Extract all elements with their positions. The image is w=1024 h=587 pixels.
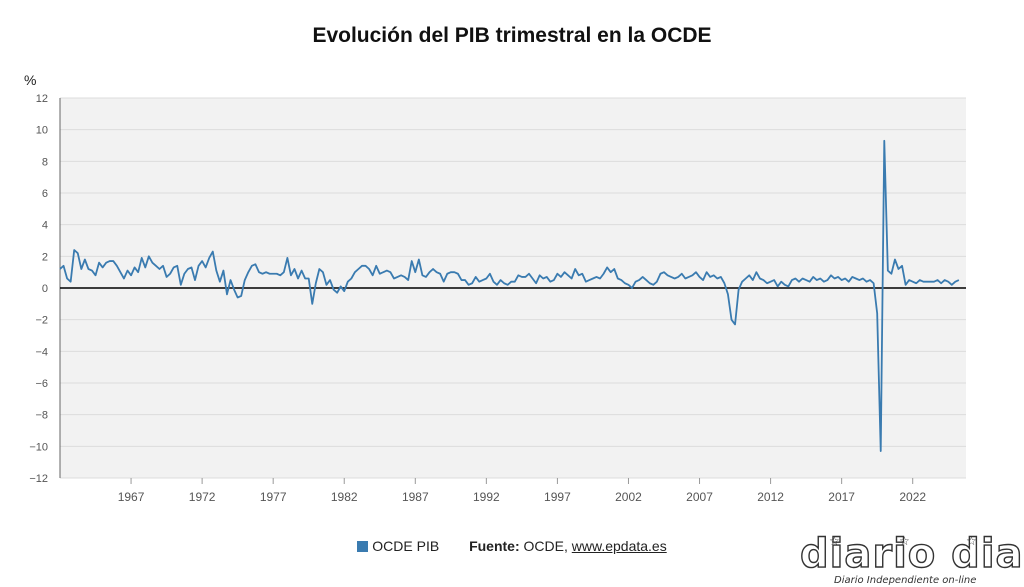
logo-tagline: Diario Independiente on-line: [834, 575, 976, 586]
source-text: OCDE,: [523, 538, 568, 554]
source-label: Fuente:: [469, 538, 520, 554]
y-tick-label: 12: [36, 93, 48, 105]
x-tick-label: 1992: [473, 490, 500, 504]
diario-dia-logo: diario dia ☆ ☆ ☆ Diario Independiente on…: [799, 530, 1024, 586]
x-tick-label: 1982: [331, 490, 358, 504]
series-line-ocde-pib: [59, 139, 960, 452]
logo-star-icon: ☆: [966, 534, 977, 548]
y-tick-label: −10: [29, 441, 48, 453]
x-tick-label: 1987: [402, 490, 429, 504]
y-tick-label: 4: [42, 220, 48, 232]
legend: OCDE PIB Fuente: OCDE, www.epdata.es: [0, 538, 1024, 554]
y-tick-label: −2: [35, 315, 48, 327]
x-tick-label: 2022: [899, 490, 926, 504]
x-tick-label: 2002: [615, 490, 642, 504]
source-link[interactable]: www.epdata.es: [571, 538, 667, 554]
x-tick-label: 2012: [757, 490, 784, 504]
legend-swatch: [357, 541, 369, 552]
series-group: [59, 139, 960, 452]
logo-star-icon: ☆: [899, 534, 910, 548]
y-tick-label: 10: [36, 125, 48, 137]
x-tick-label: 1972: [189, 490, 216, 504]
y-tick-label: −12: [29, 473, 48, 485]
logo-wordmark: diario dia: [800, 531, 1024, 577]
y-tick-label: 0: [42, 283, 48, 295]
chart-title: Evolución del PIB trimestral en la OCDE: [312, 24, 712, 47]
x-tick-label: 1977: [260, 490, 287, 504]
y-tick-label: −8: [35, 410, 48, 422]
y-tick-label: 6: [42, 188, 48, 200]
x-tick-label: 2007: [686, 490, 713, 504]
y-axis-ticks: 12 10 8 6 4 2 0 −2 −4 −6 −8 −10 −12: [29, 93, 48, 485]
x-tick-label: 1967: [118, 490, 145, 504]
y-tick-label: 8: [42, 156, 48, 168]
y-tick-label: −4: [35, 346, 48, 358]
legend-series-label[interactable]: OCDE PIB: [372, 538, 440, 554]
y-tick-label: −6: [35, 378, 48, 390]
x-tick-label: 1997: [544, 490, 571, 504]
y-axis-label: %: [24, 72, 36, 88]
x-tick-label: 2017: [828, 490, 855, 504]
logo-star-icon: ☆: [829, 534, 840, 548]
y-tick-label: 2: [42, 251, 48, 263]
x-axis-ticks: 1967 1972 1977 1982 1987 1992 1997 2002 2007 2012…: [118, 478, 926, 504]
